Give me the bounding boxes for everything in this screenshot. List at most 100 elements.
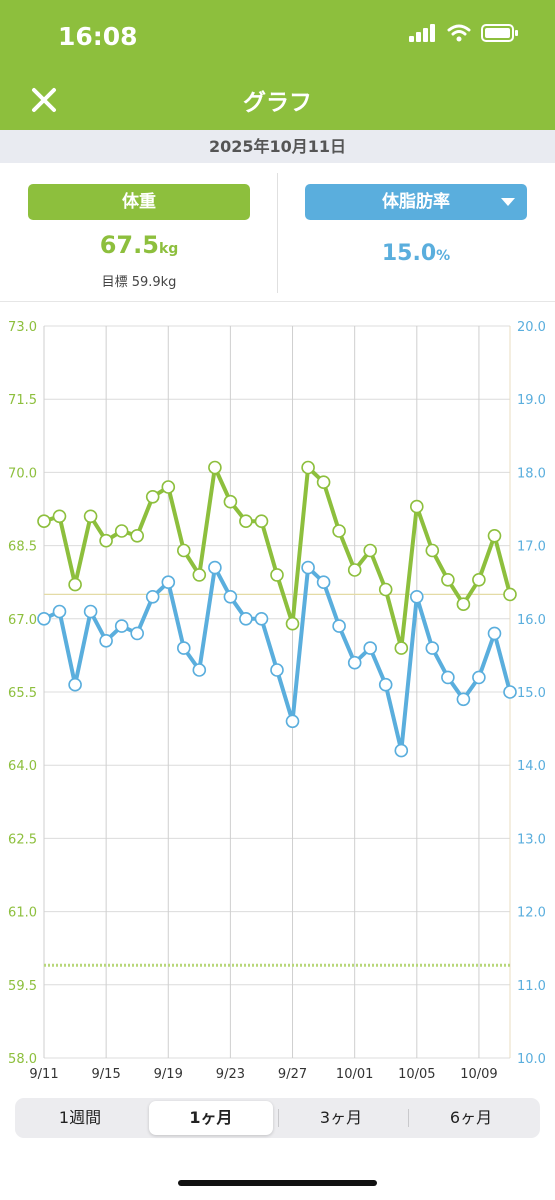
left-axis-tick-label: 61.0 (8, 906, 37, 921)
period-tab-1month[interactable]: 1ヶ月 (149, 1101, 273, 1135)
weight-tab-button[interactable]: 体重 (28, 184, 250, 220)
left-axis-tick-label: 64.0 (8, 759, 37, 774)
summary-panel: 体重 67.5kg 目標 59.9kg 体脂肪率 15.0% (0, 163, 555, 302)
body-fat-data-point (409, 589, 424, 604)
wifi-icon (447, 24, 471, 42)
weight-data-point (239, 514, 253, 528)
weight-data-point (192, 568, 207, 582)
x-axis-tick-label: 9/27 (278, 1067, 307, 1082)
status-time: 16:08 (58, 22, 138, 51)
weight-data-point (270, 568, 284, 582)
body-fat-dropdown-button[interactable]: 体脂肪率 (305, 184, 527, 220)
left-axis-tick-label: 71.5 (8, 393, 37, 408)
body-fat-data-point (239, 611, 253, 626)
home-indicator (178, 1180, 377, 1186)
weight-data-point (472, 572, 486, 587)
x-axis-tick-label: 10/09 (460, 1067, 497, 1082)
weight-unit: kg (158, 241, 179, 257)
weight-data-point (363, 543, 378, 558)
left-axis-tick-label: 73.0 (8, 320, 37, 335)
body-fat-data-point (378, 677, 393, 692)
weight-number: 67.5 (99, 231, 159, 259)
weight-fat-chart: 73.0 71.5 70.0 68.5 67.0 65.5 64.0 62.5 61.0 59.5… (8, 320, 546, 1082)
weight-data-point (301, 460, 315, 475)
body-fat-data-point (347, 655, 362, 670)
period-divider (408, 1109, 409, 1127)
body-fat-data-point (37, 611, 51, 626)
body-fat-data-point (332, 619, 346, 633)
header: グラフ (0, 70, 555, 130)
right-axis-tick-label: 20.0 (517, 320, 546, 335)
left-axis-tick-label: 59.5 (8, 979, 37, 994)
left-axis-tick-label: 67.0 (8, 613, 37, 628)
weight-data-point (83, 509, 98, 524)
period-divider (278, 1109, 279, 1127)
body-fat-data-point (208, 560, 222, 575)
body-fat-data-point (114, 619, 129, 633)
right-axis-tick-label: 14.0 (517, 759, 546, 774)
body-fat-data-point (472, 670, 486, 685)
body-fat-data-point (487, 626, 502, 641)
period-tab-6months[interactable]: 6ヶ月 (449, 1108, 493, 1127)
body-fat-value: 15.0% (305, 241, 527, 266)
body-fat-data-point (192, 663, 207, 677)
right-axis-tick-label: 15.0 (517, 686, 546, 701)
body-fat-number: 15.0 (381, 241, 437, 266)
target-weight: 目標 59.9kg (101, 275, 177, 290)
body-fat-data-point (161, 575, 176, 590)
right-axis-tick-label: 13.0 (517, 832, 546, 847)
x-axis-tick-label: 9/11 (29, 1067, 58, 1082)
body-fat-unit: % (436, 248, 451, 264)
close-icon (32, 88, 56, 112)
right-axis-tick-label: 18.0 (517, 466, 546, 481)
left-axis-tick-label: 68.5 (8, 540, 37, 555)
weight-data-point (378, 582, 393, 597)
right-axis-tick-label: 17.0 (517, 540, 546, 555)
chevron-down-icon (501, 198, 515, 206)
weight-data-point (130, 529, 144, 543)
status-bar: 16:08 (0, 0, 555, 70)
period-tab-3months[interactable]: 3ヶ月 (319, 1108, 363, 1127)
body-fat-data-point (83, 604, 98, 619)
body-fat-data-point (285, 714, 300, 729)
body-fat-data-point (68, 677, 82, 692)
body-fat-data-point (130, 626, 144, 641)
weight-data-point (145, 490, 160, 504)
body-fat-data-point (441, 670, 455, 685)
period-selector: 1週間 1ヶ月 3ヶ月 6ヶ月 (15, 1098, 540, 1138)
left-axis-tick-label: 65.5 (8, 686, 37, 701)
x-axis-tick-label: 10/01 (336, 1067, 373, 1082)
weight-data-point (177, 543, 191, 558)
body-fat-data-point (503, 685, 517, 699)
weight-data-point (208, 460, 222, 475)
x-axis-tick-label: 10/05 (398, 1067, 435, 1082)
period-tab-1week[interactable]: 1週間 (58, 1108, 102, 1127)
right-axis-tick-label: 12.0 (517, 906, 546, 921)
body-fat-data-point (316, 575, 331, 590)
battery-icon (481, 24, 518, 42)
weight-data-point (254, 514, 269, 528)
close-button[interactable] (22, 78, 66, 122)
weight-data-point (409, 499, 424, 514)
signal-icon (409, 24, 435, 42)
body-fat-data-point (177, 641, 191, 655)
body-fat-data-point (99, 633, 113, 648)
weight-data-point (52, 509, 67, 524)
weight-data-point (68, 577, 82, 592)
weight-data-point (99, 533, 113, 548)
weight-data-point (223, 494, 238, 509)
page-title: グラフ (243, 90, 312, 116)
weight-data-point (394, 641, 409, 655)
summary-divider (277, 173, 278, 293)
weight-series-line (43, 465, 512, 651)
x-axis-tick-label: 9/15 (92, 1067, 121, 1082)
weight-data-point (37, 514, 51, 528)
body-fat-label: 体脂肪率 (382, 192, 450, 212)
date-label: 2025年10月11日 (0, 130, 555, 163)
left-axis-tick-label: 70.0 (8, 466, 37, 481)
status-icons (409, 24, 519, 42)
body-fat-data-point (270, 663, 284, 677)
body-fat-data-point (301, 560, 315, 575)
left-axis-tick-label: 62.5 (8, 832, 37, 847)
right-axis-tick-label: 16.0 (517, 613, 546, 628)
